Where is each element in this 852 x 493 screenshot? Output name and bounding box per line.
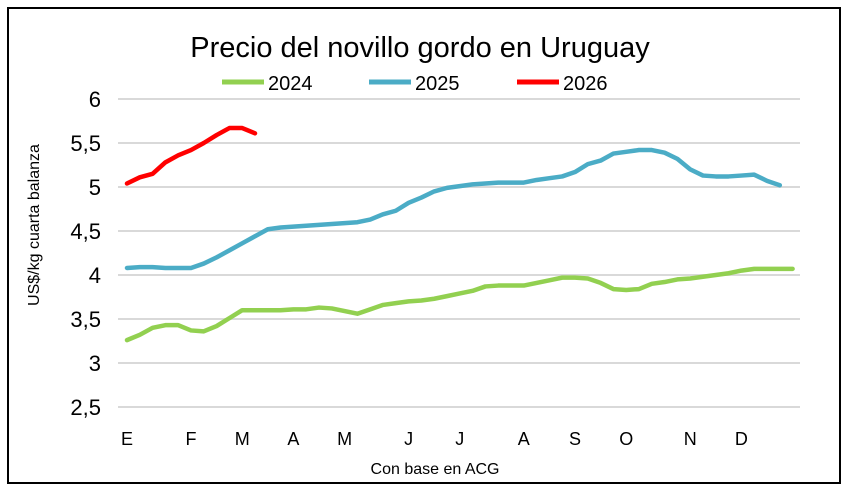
x-tick-label: A [287,429,299,449]
x-tick-label: D [735,429,748,449]
x-tick-label: J [455,429,464,449]
y-tick-label: 4 [89,263,101,288]
legend: 2024 2025 2026 [222,73,608,95]
y-tick-label: 6 [89,87,101,112]
series-line-2024 [124,266,795,343]
x-tick-label: M [235,429,250,449]
y-tick-label: 3,5 [70,307,101,332]
legend-label-2024: 2024 [268,73,313,95]
series-line-2025 [124,147,783,271]
y-tick-label: 5,5 [70,131,101,156]
y-tick-label: 3 [89,351,101,376]
chart-title: Precio del novillo gordo en Uruguay [190,32,650,64]
x-tick-label: A [518,429,530,449]
y-tick-label: 5 [89,175,101,200]
y-tick-label: 4,5 [70,219,101,244]
x-axis-label: Con base en ACG [371,461,500,478]
series-line-2026 [124,125,258,186]
x-tick-label: F [186,429,197,449]
series-lines [124,125,795,343]
y-axis-label: US$/kg cuarta balanza [26,144,43,306]
x-tick-label: S [569,429,581,449]
x-tick-label: M [337,429,352,449]
x-tick-label: J [404,429,413,449]
x-tick-label: N [684,429,697,449]
y-tick-label: 2,5 [70,395,101,420]
x-tick-label: E [121,429,133,449]
legend-label-2025: 2025 [415,73,460,95]
x-tick-label: O [619,429,633,449]
y-tick-labels: 2,5 3 3,5 4 4,5 5 5,5 6 [70,87,101,420]
chart-border [7,7,841,484]
legend-label-2026: 2026 [563,73,608,95]
